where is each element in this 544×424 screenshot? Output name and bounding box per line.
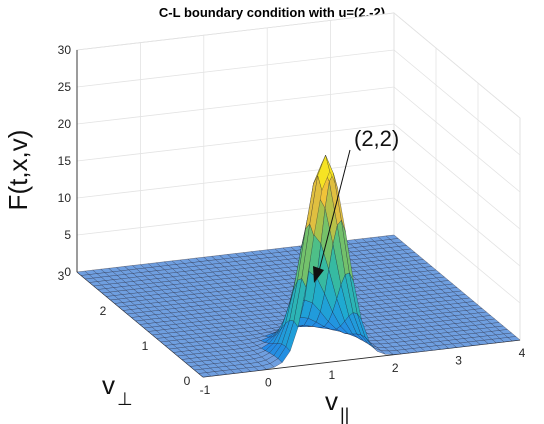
tick-labels: 0 5 10 15 20 25 30 -1 0 1 2 3 4 0 1 2 3 — [58, 43, 526, 397]
z-tick-label: 30 — [58, 43, 72, 57]
z-tick-label: 25 — [58, 80, 72, 94]
y-tick-label: 1 — [142, 339, 149, 353]
x-tick-label: 4 — [519, 346, 526, 360]
grid-lines — [76, 12, 521, 341]
x-axis-label: v — [325, 386, 338, 416]
annotation-arrow-head — [313, 266, 324, 283]
x-axis-label-subscript: || — [340, 405, 349, 424]
y-tick-label: 3 — [58, 269, 65, 283]
z-tick-label: 20 — [58, 117, 72, 131]
annotation-arrow-shaft — [318, 149, 351, 272]
y-tick-label: 2 — [100, 304, 107, 318]
surface-cell — [507, 336, 521, 342]
x-tick-label: 3 — [455, 353, 462, 367]
z-axis-label: F(t,x,v) — [3, 130, 33, 211]
x-tick-label: -1 — [200, 383, 211, 397]
x-axis-label-group: v || — [325, 386, 349, 424]
z-tick-label: 15 — [58, 154, 72, 168]
y-tick-label: 0 — [184, 374, 191, 388]
y-axis-label-subscript: ⊥ — [117, 389, 133, 409]
surface-mesh — [76, 154, 521, 378]
y-axis-label: v — [102, 370, 115, 400]
z-tick-label: 10 — [58, 191, 72, 205]
chart-title: C-L boundary condition with u=(2,-2) — [159, 5, 385, 20]
y-axis-label-group: v ⊥ — [102, 370, 133, 409]
x-tick-label: 1 — [328, 368, 335, 382]
z-tick-label: 5 — [64, 228, 71, 242]
x-tick-label: 0 — [265, 376, 272, 390]
annotation-label: (2,2) — [354, 126, 399, 151]
x-tick-label: 2 — [392, 361, 399, 375]
annotation: (2,2) — [313, 126, 399, 283]
z-tick-label: 0 — [64, 265, 71, 279]
